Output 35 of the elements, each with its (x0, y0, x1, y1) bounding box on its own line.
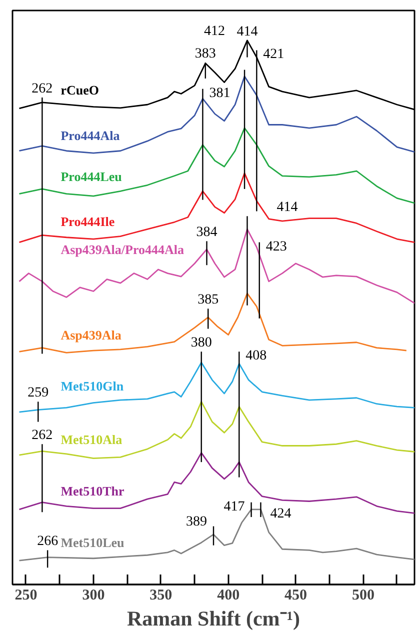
x-tick-label: 400 (217, 588, 240, 604)
annotation: 384 (196, 225, 218, 240)
annotation: 262 (32, 428, 53, 444)
x-tick-label: 450 (284, 588, 308, 604)
series-label: rCueO (60, 82, 100, 98)
annotation: 383 (194, 46, 216, 62)
annotation: 414 (236, 24, 258, 40)
annotation: 423 (266, 239, 287, 254)
annotation: 259 (28, 386, 49, 401)
annotation: 262 (32, 82, 53, 97)
annotation: 389 (186, 514, 207, 530)
series-label: Met510Thr (60, 484, 125, 499)
annotation: 424 (270, 506, 292, 522)
x-axis-title: Raman Shift (cm⁻¹) (126, 606, 300, 630)
series-label: Met510Gln (60, 378, 124, 394)
series-label: Pro444Ile (60, 214, 115, 229)
annotation: 385 (198, 292, 219, 308)
annotation: 380 (190, 336, 212, 351)
annotation: 421 (263, 47, 284, 62)
series-label: Met510Leu (60, 535, 124, 550)
series-label: Asp439Ala (60, 328, 122, 343)
annotation: 381 (209, 86, 230, 101)
annotation: 266 (37, 534, 58, 550)
series-label: Asp439Ala/Pro444Ala (60, 242, 185, 257)
annotation: 412 (204, 24, 226, 39)
x-tick-label: 250 (14, 588, 38, 604)
annotation: 417 (224, 499, 245, 514)
x-tick-label: 350 (150, 588, 172, 604)
x-tick-label: 300 (82, 588, 105, 604)
series-label: Met510Ala (60, 432, 123, 447)
series-label: Pro444Ala (60, 128, 120, 144)
series-label: Pro444Leu (60, 168, 122, 184)
annotation: 408 (246, 348, 267, 364)
annotation: 414 (276, 200, 298, 216)
x-tick-label: 500 (352, 588, 374, 604)
